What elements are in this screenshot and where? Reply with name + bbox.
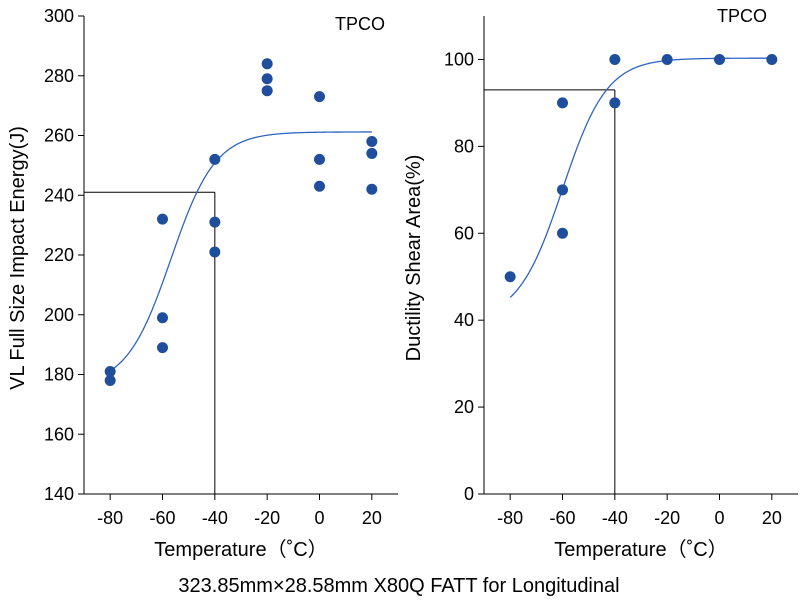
data-point xyxy=(314,91,325,103)
shear-area-chart: 0 20 40 60 80 100 -80 -60 -40 -20 0 20 Temperature（˚… xyxy=(403,6,798,561)
y-tick-label: 80 xyxy=(454,136,474,156)
panel-label: TPCO xyxy=(335,14,385,34)
x-axis-title: Temperature（˚C） xyxy=(154,538,327,561)
data-point xyxy=(504,271,516,283)
y-tick-label: 0 xyxy=(464,484,474,504)
figure-caption: 323.85mm×28.58mm X80Q FATT for Longitudi… xyxy=(178,575,619,597)
x-tick-label: -80 xyxy=(497,508,523,528)
y-tick-label: 160 xyxy=(44,424,74,444)
data-point xyxy=(157,312,168,324)
data-point xyxy=(104,374,116,386)
x-tick-label: 0 xyxy=(714,508,724,528)
y-tick-label: 260 xyxy=(44,126,74,146)
panel-label: TPCO xyxy=(717,6,767,26)
data-point xyxy=(209,153,221,165)
data-point xyxy=(766,53,778,65)
fit-curve xyxy=(509,57,772,298)
data-point xyxy=(609,53,621,65)
data-point xyxy=(366,183,378,195)
x-tick-label: 20 xyxy=(362,508,382,528)
x-tick-label: -20 xyxy=(254,508,280,528)
y-tick-label: 140 xyxy=(44,484,74,504)
x-axis-title: Temperature（˚C） xyxy=(554,538,727,561)
y-tick-label: 280 xyxy=(44,66,74,86)
y-tick-label: 200 xyxy=(44,305,74,325)
data-point xyxy=(157,342,168,354)
y-tick-label: 240 xyxy=(44,185,74,205)
data-point xyxy=(209,216,221,228)
y-tick-label: 40 xyxy=(454,310,474,330)
x-tick-label: -80 xyxy=(97,508,123,528)
data-point xyxy=(261,58,273,70)
fit-curve xyxy=(109,131,372,372)
y-axis-title: Ductility Shear Area(%) xyxy=(403,155,425,362)
data-point xyxy=(557,97,568,109)
data-point xyxy=(157,213,168,225)
data-point xyxy=(661,53,673,65)
x-tick-label: -40 xyxy=(602,508,628,528)
impact-energy-chart: 140 160 180 200 220 240 260 280 300 -80 -60 -40 -20 0… xyxy=(7,6,398,561)
data-point xyxy=(609,97,621,109)
y-tick-label: 180 xyxy=(44,365,74,385)
data-point xyxy=(314,180,325,192)
data-point xyxy=(261,85,273,97)
data-point xyxy=(366,135,378,147)
y-tick-label: 220 xyxy=(44,245,74,265)
data-point xyxy=(557,184,568,196)
y-tick-label: 100 xyxy=(444,49,474,69)
y-tick-label: 300 xyxy=(44,6,74,26)
x-tick-label: -60 xyxy=(149,508,175,528)
data-point xyxy=(366,147,378,159)
y-tick-label: 20 xyxy=(454,397,474,417)
data-point xyxy=(104,366,116,378)
data-point xyxy=(314,153,325,165)
x-tick-label: 20 xyxy=(762,508,782,528)
x-tick-label: -60 xyxy=(549,508,575,528)
data-point xyxy=(209,246,221,258)
data-point xyxy=(557,227,568,239)
data-point xyxy=(261,73,273,85)
x-tick-label: -40 xyxy=(202,508,228,528)
y-tick-label: 60 xyxy=(454,223,474,243)
x-tick-label: 0 xyxy=(314,508,324,528)
data-point xyxy=(714,53,725,65)
y-axis-title: VL Full Size Impact Energy(J) xyxy=(7,126,29,390)
x-tick-label: -20 xyxy=(654,508,680,528)
